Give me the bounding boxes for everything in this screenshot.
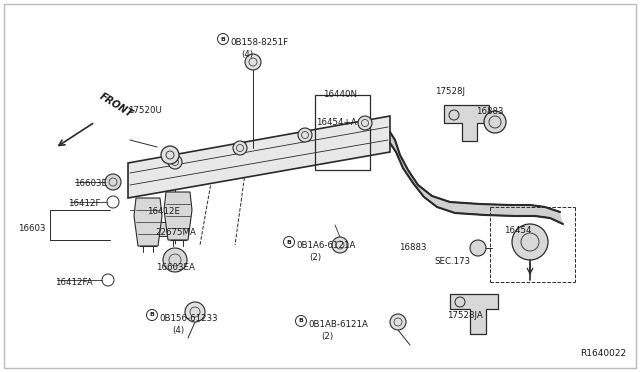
Text: B: B bbox=[221, 36, 225, 42]
Circle shape bbox=[332, 237, 348, 253]
Polygon shape bbox=[128, 116, 390, 198]
Text: 0B156-61233: 0B156-61233 bbox=[159, 314, 218, 323]
Circle shape bbox=[484, 111, 506, 133]
Text: FRONT: FRONT bbox=[98, 91, 135, 119]
Text: 0B158-8251F: 0B158-8251F bbox=[230, 38, 288, 47]
Text: 17528JA: 17528JA bbox=[447, 311, 483, 320]
Circle shape bbox=[298, 128, 312, 142]
Polygon shape bbox=[164, 192, 192, 240]
Text: 16883: 16883 bbox=[476, 107, 504, 116]
Text: B: B bbox=[299, 318, 303, 324]
Text: (2): (2) bbox=[321, 332, 333, 341]
Circle shape bbox=[358, 116, 372, 130]
Text: 0B1A6-6121A: 0B1A6-6121A bbox=[296, 241, 355, 250]
Circle shape bbox=[245, 54, 261, 70]
Text: 16412E: 16412E bbox=[147, 207, 180, 216]
Polygon shape bbox=[134, 198, 162, 246]
Polygon shape bbox=[450, 294, 498, 334]
Text: (2): (2) bbox=[309, 253, 321, 262]
Polygon shape bbox=[444, 105, 489, 141]
Text: B: B bbox=[150, 312, 154, 317]
Circle shape bbox=[105, 174, 121, 190]
Text: R1640022: R1640022 bbox=[580, 349, 626, 358]
Text: 22675MA: 22675MA bbox=[155, 228, 196, 237]
Circle shape bbox=[390, 314, 406, 330]
Text: (4): (4) bbox=[241, 50, 253, 59]
Text: 17520U: 17520U bbox=[128, 106, 162, 115]
Bar bbox=[148, 222, 168, 236]
Circle shape bbox=[168, 155, 182, 169]
Circle shape bbox=[233, 141, 247, 155]
Circle shape bbox=[185, 302, 205, 322]
Circle shape bbox=[163, 248, 187, 272]
Text: 16454: 16454 bbox=[504, 226, 531, 235]
Text: B: B bbox=[287, 240, 291, 244]
Text: 17528J: 17528J bbox=[435, 87, 465, 96]
Text: 16412F: 16412F bbox=[68, 199, 100, 208]
Circle shape bbox=[512, 224, 548, 260]
Text: 16412FA: 16412FA bbox=[55, 278, 93, 287]
Circle shape bbox=[161, 146, 179, 164]
Text: 16440N: 16440N bbox=[323, 90, 357, 99]
Text: 16603EA: 16603EA bbox=[156, 263, 195, 272]
Polygon shape bbox=[390, 132, 563, 224]
Text: 16603: 16603 bbox=[18, 224, 45, 233]
Text: 0B1AB-6121A: 0B1AB-6121A bbox=[308, 320, 368, 329]
Text: SEC.173: SEC.173 bbox=[434, 257, 470, 266]
Text: 16603E: 16603E bbox=[74, 179, 107, 188]
Text: 16883: 16883 bbox=[399, 243, 426, 252]
Circle shape bbox=[470, 240, 486, 256]
Bar bbox=[315, 95, 370, 170]
Text: 16454+A: 16454+A bbox=[316, 118, 356, 127]
Text: (4): (4) bbox=[172, 326, 184, 335]
